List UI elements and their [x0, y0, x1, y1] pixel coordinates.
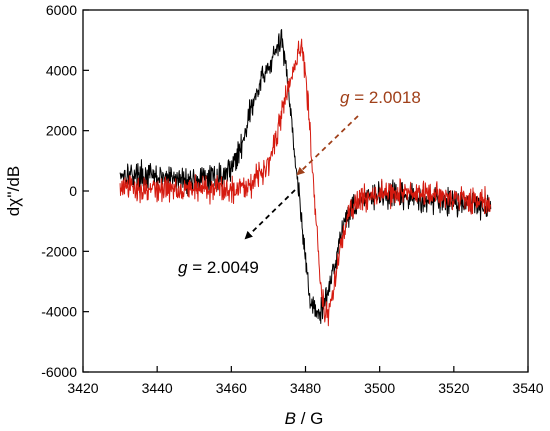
x-tick-label: 3520 — [438, 380, 469, 396]
y-axis-ticks: -6000 -4000 -2000 0 2000 4000 6000 — [41, 2, 89, 380]
x-tick-label: 3440 — [142, 380, 173, 396]
x-tick-label: 3460 — [216, 380, 247, 396]
x-tick-label: 3540 — [512, 380, 543, 396]
series-line-2 — [119, 38, 492, 327]
y-tick-label: -4000 — [41, 304, 77, 320]
annotation-g-2-0049: g = 2.0049 — [178, 258, 259, 277]
x-tick-label: 3420 — [67, 380, 98, 396]
series-layer — [119, 29, 492, 327]
x-tick-label: 3500 — [364, 380, 395, 396]
arrow-g-2-0049 — [244, 189, 296, 240]
y-tick-label: 0 — [69, 183, 77, 199]
annotation-arrows — [244, 115, 359, 240]
y-tick-label: -2000 — [41, 243, 77, 259]
x-tick-label: 3480 — [290, 380, 321, 396]
y-tick-label: -6000 — [41, 364, 77, 380]
x-axis-label: B / G — [285, 409, 324, 428]
annotation-g-2-0018: g = 2.0018 — [340, 88, 421, 107]
x-axis-ticks: 3420 3440 3460 3480 3500 3520 3540 — [67, 366, 544, 396]
arrow-g-2-0018 — [296, 115, 359, 176]
y-axis-label: dχ''/dB — [4, 166, 23, 216]
y-tick-label: 2000 — [46, 123, 77, 139]
y-tick-label: 4000 — [46, 62, 77, 78]
y-tick-label: 6000 — [46, 2, 77, 18]
